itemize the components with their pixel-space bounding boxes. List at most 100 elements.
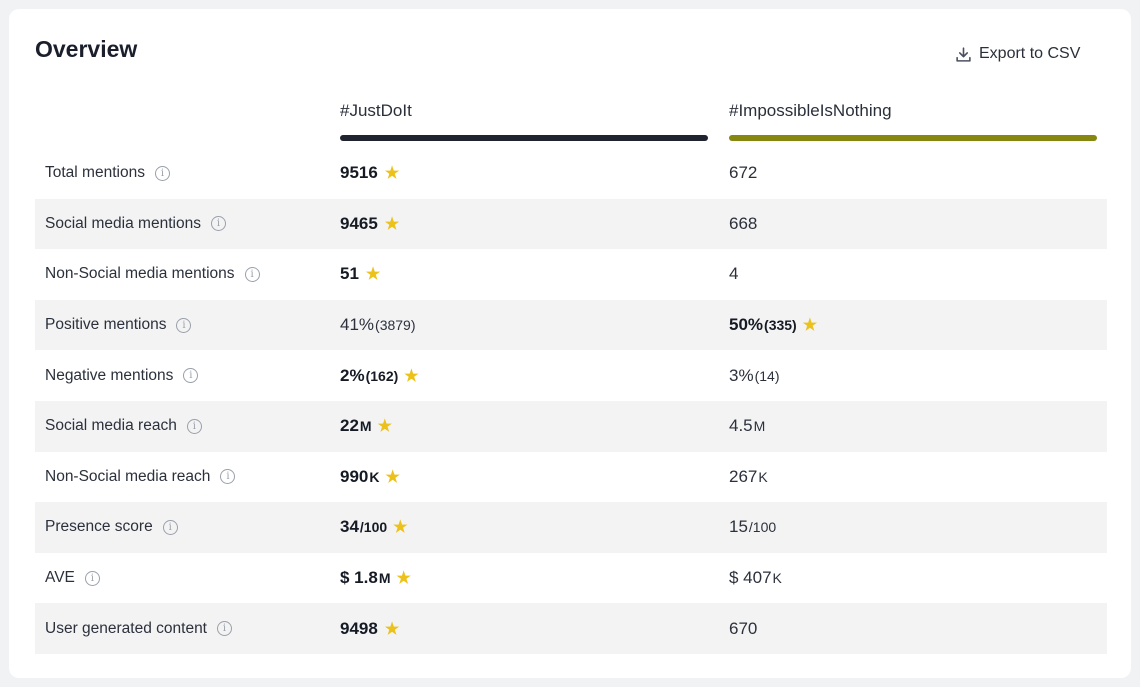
value-unit: K [772, 570, 782, 587]
star-icon: ★ [384, 620, 400, 638]
info-icon[interactable]: i [162, 519, 178, 535]
metric-value: 9498 ★ [340, 619, 399, 639]
metric-value: 3% (14) [729, 366, 779, 386]
metric-value: $ 1.8 M ★ [340, 568, 411, 588]
value: 2% [340, 365, 365, 385]
metric-value: 670 [729, 619, 758, 639]
metric-value: 4.5 M [729, 416, 765, 436]
star-icon: ★ [404, 367, 419, 385]
metric-value: 9516 ★ [340, 163, 399, 183]
row-label: Social media mentions i [45, 215, 226, 233]
star-icon: ★ [384, 215, 400, 233]
row-label: AVE i [45, 569, 100, 587]
row-label: Negative mentions i [45, 366, 199, 385]
table-row: Social media reach i 22 M ★ 4.5 M [35, 400, 1107, 452]
table-row: User generated content i 9498 ★ 670 [35, 603, 1107, 654]
star-icon: ★ [385, 468, 400, 486]
row-label: Non-Social media reach i [45, 467, 236, 486]
value: 4.5 [729, 416, 753, 436]
value: 267 [729, 466, 758, 486]
star-icon: ★ [377, 418, 392, 436]
metric-value: 267 K [729, 467, 768, 487]
value: 51 [340, 264, 359, 284]
value: 9465 [340, 213, 378, 233]
page-title: Overview [35, 36, 138, 62]
download-icon [956, 46, 971, 62]
value: $ 1.8 [340, 568, 378, 588]
info-icon[interactable]: i [210, 216, 226, 232]
value: $ 407 [729, 568, 772, 588]
value-unit: /100 [359, 519, 388, 536]
info-icon[interactable]: i [217, 621, 232, 637]
value: 9498 [340, 618, 378, 638]
row-label: Social media reach i [45, 417, 202, 435]
value-unit: (14) [754, 367, 780, 384]
info-icon[interactable]: i [84, 570, 100, 586]
info-icon[interactable]: i [186, 418, 202, 434]
value-unit: (3879) [375, 317, 416, 334]
export-label: Export to CSV [979, 45, 1081, 62]
column-name: #JustDoIt [340, 101, 412, 120]
metric-name: AVE [45, 569, 75, 587]
table-row: Non-Social media reach i 990 K ★ 267 K [35, 452, 1107, 503]
star-icon: ★ [393, 519, 408, 537]
table-row: AVE i $ 1.8 M ★ $ 407 K [35, 553, 1107, 604]
info-icon[interactable]: i [154, 165, 170, 181]
star-icon: ★ [802, 317, 818, 335]
value-unit: M [359, 418, 372, 435]
row-label: Presence score i [45, 518, 178, 536]
row-label: Total mentions i [45, 164, 170, 182]
column-name: #ImpossibleIsNothing [729, 101, 892, 120]
star-icon: ★ [384, 165, 400, 183]
metric-value: 990 K ★ [340, 467, 400, 487]
value: 670 [729, 618, 758, 638]
star-icon: ★ [396, 570, 411, 588]
metric-name: Presence score [45, 518, 153, 536]
metric-value: 2% (162) ★ [340, 366, 419, 386]
value: 668 [729, 213, 758, 233]
metric-name: Positive mentions [45, 316, 167, 334]
table-row: Positive mentions i 41% (3879) 50% (335) ★ [35, 299, 1107, 351]
metric-value: 668 [729, 214, 758, 234]
metric-value: 22 M ★ [340, 416, 392, 436]
column-header-impossibleisnothing: #ImpossibleIsNothing [729, 101, 1097, 141]
metric-name: Social media reach [45, 417, 177, 435]
info-icon[interactable]: i [244, 266, 260, 282]
metric-name: User generated content [45, 619, 207, 637]
value: 4 [729, 264, 739, 284]
column-color-bar [729, 135, 1097, 141]
value-unit: (162) [365, 367, 399, 384]
value-unit: K [758, 468, 768, 485]
value: 672 [729, 163, 758, 183]
star-icon: ★ [365, 266, 381, 284]
value-unit: M [378, 570, 391, 587]
metric-value: 15/100 [729, 517, 776, 537]
metric-name: Negative mentions [45, 366, 174, 384]
row-label: User generated content i [45, 620, 232, 638]
metric-value: 41% (3879) [340, 315, 416, 335]
info-icon[interactable]: i [183, 368, 199, 384]
table-row: Social media mentions i 9465 ★ 668 [35, 198, 1107, 250]
table-row: Negative mentions i 2% (162) ★ 3% (14) [35, 350, 1107, 401]
metric-name: Non-Social media mentions [45, 265, 235, 283]
metric-value: $ 407 K [729, 568, 782, 588]
column-color-bar [340, 135, 708, 141]
metric-value: 9465 ★ [340, 214, 399, 234]
metric-value: 50% (335) ★ [729, 315, 817, 335]
metric-value: 34/100 ★ [340, 517, 408, 537]
info-icon[interactable]: i [176, 317, 192, 333]
value-unit: (335) [764, 317, 797, 334]
column-header-justdoit: #JustDoIt [340, 101, 708, 141]
value: 50% [729, 315, 764, 335]
value: 9516 [340, 163, 378, 183]
comparison-table: Total mentions i 9516 ★ 672 Social media ment… [35, 148, 1107, 654]
table-row: Presence score i 34/100 ★ 15/100 [35, 502, 1107, 553]
export-csv-button[interactable]: Export to CSV [955, 45, 1080, 63]
metric-value: 672 [729, 163, 758, 183]
metric-name: Non-Social media reach [45, 467, 211, 485]
value: 34 [340, 517, 359, 537]
value-unit: /100 [748, 519, 777, 536]
info-icon[interactable]: i [220, 469, 236, 485]
value: 990 [340, 466, 369, 486]
table-row: Non-Social media mentions i 51 ★ 4 [35, 249, 1107, 300]
